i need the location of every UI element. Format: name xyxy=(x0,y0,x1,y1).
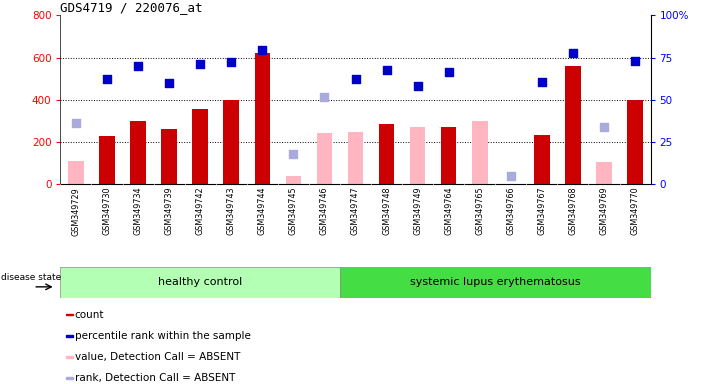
Text: systemic lupus erythematosus: systemic lupus erythematosus xyxy=(410,277,581,287)
Point xyxy=(350,76,361,82)
Text: value, Detection Call = ABSENT: value, Detection Call = ABSENT xyxy=(75,352,240,362)
Bar xyxy=(534,135,550,184)
Text: GSM349767: GSM349767 xyxy=(538,187,546,235)
Bar xyxy=(223,100,239,184)
Text: count: count xyxy=(75,310,105,320)
Point xyxy=(443,70,454,76)
Bar xyxy=(286,176,301,184)
Bar xyxy=(379,124,395,184)
Point xyxy=(102,76,113,82)
Bar xyxy=(66,356,73,358)
Text: GSM349765: GSM349765 xyxy=(475,187,484,235)
Point xyxy=(319,94,330,100)
Point xyxy=(567,50,579,56)
Bar xyxy=(193,109,208,184)
Bar xyxy=(130,121,146,184)
Text: GSM349749: GSM349749 xyxy=(413,187,422,235)
Point xyxy=(288,151,299,157)
Text: GDS4719 / 220076_at: GDS4719 / 220076_at xyxy=(60,1,203,14)
Point xyxy=(164,80,175,86)
Text: GSM349747: GSM349747 xyxy=(351,187,360,235)
Bar xyxy=(255,53,270,184)
Text: GSM349742: GSM349742 xyxy=(196,187,205,235)
Text: GSM349743: GSM349743 xyxy=(227,187,236,235)
Text: GSM349766: GSM349766 xyxy=(506,187,515,235)
Point xyxy=(598,124,609,131)
Text: GSM349764: GSM349764 xyxy=(444,187,453,235)
Text: disease state: disease state xyxy=(1,273,61,282)
Point xyxy=(536,79,547,85)
Point xyxy=(629,58,641,64)
Point xyxy=(505,173,516,179)
Text: rank, Detection Call = ABSENT: rank, Detection Call = ABSENT xyxy=(75,373,235,383)
Bar xyxy=(66,377,73,379)
Point xyxy=(257,47,268,53)
Point xyxy=(70,120,82,126)
Bar xyxy=(60,267,340,298)
Point xyxy=(225,59,237,65)
Bar xyxy=(597,162,611,184)
Text: GSM349768: GSM349768 xyxy=(568,187,577,235)
Bar xyxy=(472,121,488,184)
Point xyxy=(381,67,392,73)
Text: GSM349748: GSM349748 xyxy=(382,187,391,235)
Point xyxy=(195,61,206,67)
Bar xyxy=(68,161,84,184)
Bar xyxy=(348,131,363,184)
Bar xyxy=(627,100,643,184)
Point xyxy=(412,83,423,89)
Text: GSM349729: GSM349729 xyxy=(72,187,80,235)
Text: healthy control: healthy control xyxy=(158,277,242,287)
Text: GSM349769: GSM349769 xyxy=(599,187,609,235)
Bar xyxy=(441,127,456,184)
Bar xyxy=(340,267,651,298)
Bar xyxy=(410,127,425,184)
Text: GSM349730: GSM349730 xyxy=(102,187,112,235)
Bar xyxy=(100,136,114,184)
Text: GSM349734: GSM349734 xyxy=(134,187,143,235)
Bar xyxy=(161,129,177,184)
Text: GSM349739: GSM349739 xyxy=(165,187,173,235)
Text: GSM349744: GSM349744 xyxy=(258,187,267,235)
Bar xyxy=(66,314,73,316)
Bar xyxy=(66,335,73,337)
Bar xyxy=(316,132,332,184)
Text: GSM349770: GSM349770 xyxy=(631,187,639,235)
Text: GSM349745: GSM349745 xyxy=(289,187,298,235)
Bar xyxy=(565,66,581,184)
Text: percentile rank within the sample: percentile rank within the sample xyxy=(75,331,251,341)
Point xyxy=(132,63,144,69)
Text: GSM349746: GSM349746 xyxy=(320,187,329,235)
